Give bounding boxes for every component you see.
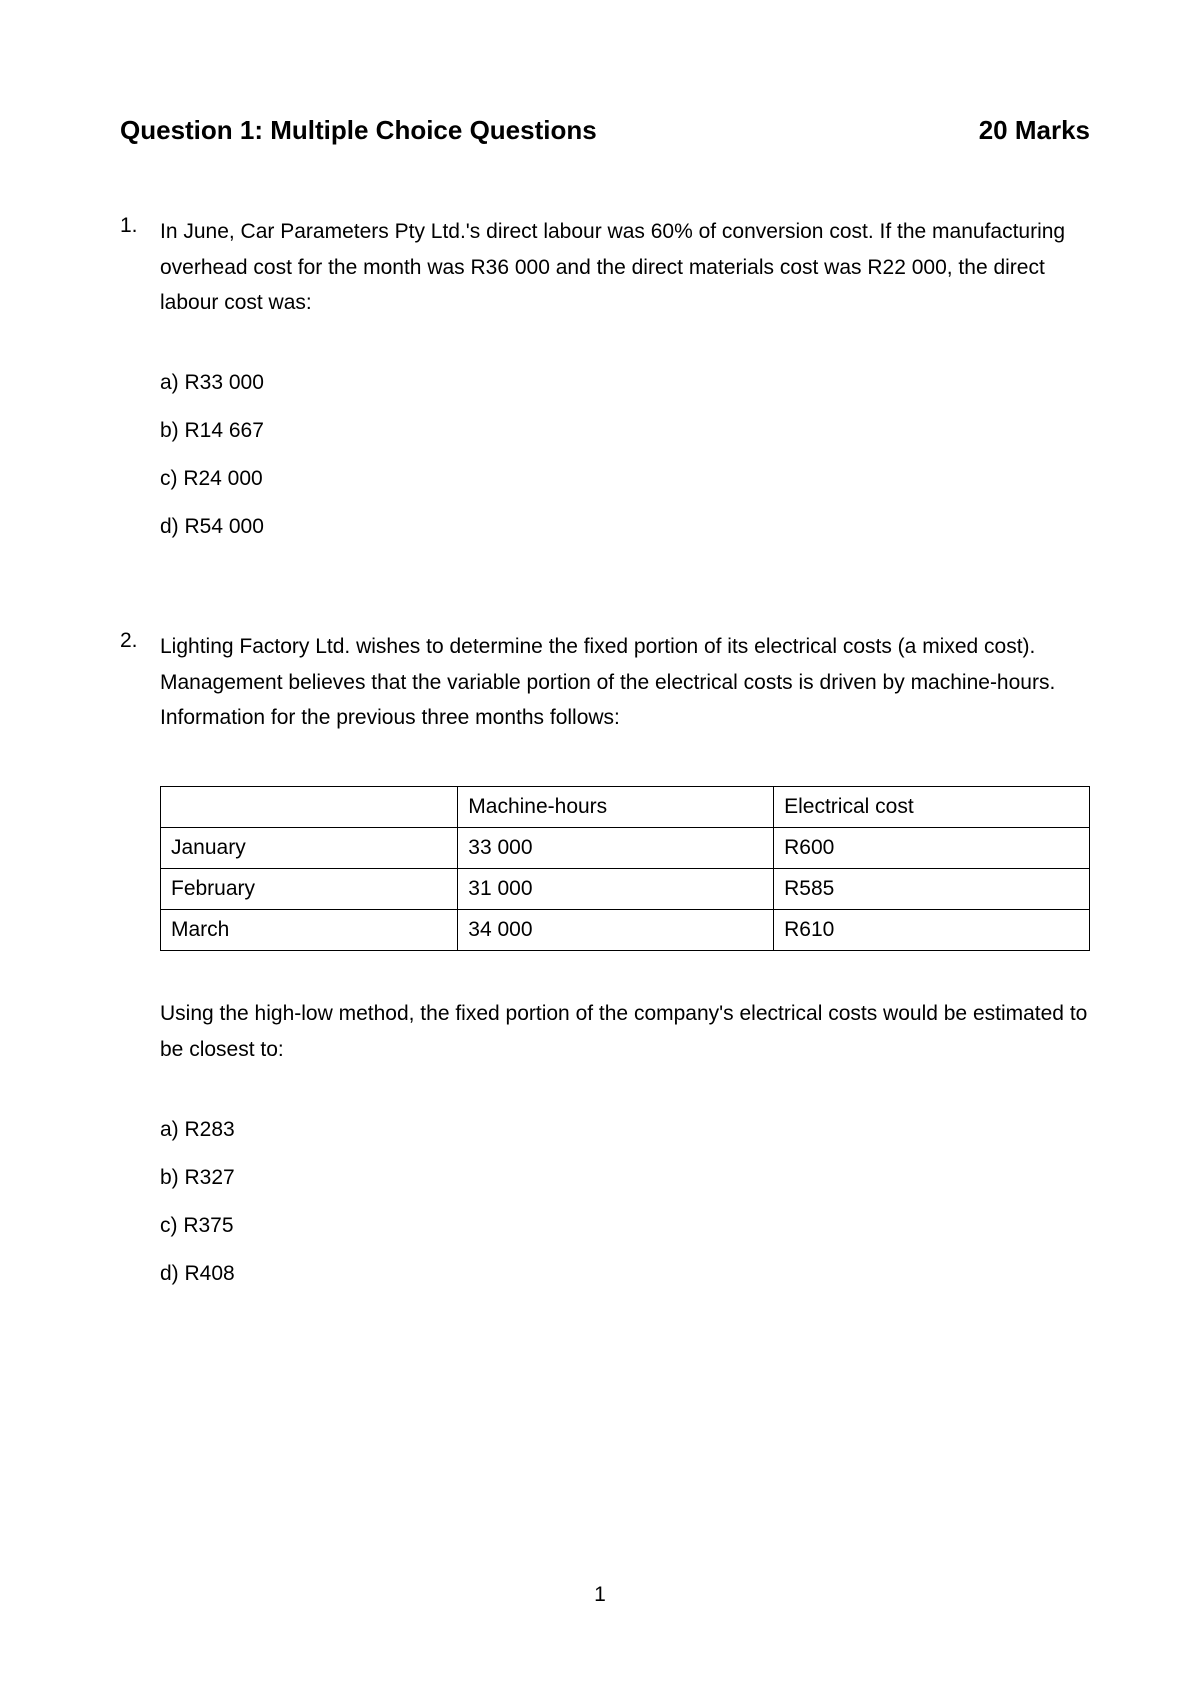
table-cell: R600 <box>774 828 1090 869</box>
option-b: b) R327 <box>160 1166 1090 1190</box>
question-number: 2. <box>120 629 142 1315</box>
option-a: a) R33 000 <box>160 371 1090 395</box>
question-content: In June, Car Parameters Pty Ltd.'s direc… <box>160 214 1090 569</box>
header-row: Question 1: Multiple Choice Questions 20… <box>120 115 1090 146</box>
question-content: Lighting Factory Ltd. wishes to determin… <box>160 629 1090 1315</box>
option-c: c) R375 <box>160 1214 1090 1238</box>
option-d: d) R408 <box>160 1262 1090 1286</box>
table-row: January 33 000 R600 <box>161 828 1090 869</box>
options-list: a) R283 b) R327 c) R375 d) R408 <box>160 1118 1090 1286</box>
options-list: a) R33 000 b) R14 667 c) R24 000 d) R54 … <box>160 371 1090 539</box>
table-header-cell: Machine-hours <box>458 787 774 828</box>
option-d: d) R54 000 <box>160 515 1090 539</box>
table-cell: 33 000 <box>458 828 774 869</box>
table-row: March 34 000 R610 <box>161 910 1090 951</box>
table-cell: R585 <box>774 869 1090 910</box>
table-row: February 31 000 R585 <box>161 869 1090 910</box>
table-header-row: Machine-hours Electrical cost <box>161 787 1090 828</box>
question-1: 1. In June, Car Parameters Pty Ltd.'s di… <box>120 214 1090 569</box>
page-title: Question 1: Multiple Choice Questions <box>120 115 597 146</box>
question-text: In June, Car Parameters Pty Ltd.'s direc… <box>160 214 1090 321</box>
table-cell: February <box>161 869 458 910</box>
page-content: Question 1: Multiple Choice Questions 20… <box>0 0 1200 1316</box>
table-cell: 34 000 <box>458 910 774 951</box>
question-body: 2. Lighting Factory Ltd. wishes to deter… <box>120 629 1090 1315</box>
table-cell: 31 000 <box>458 869 774 910</box>
follow-up-text: Using the high-low method, the fixed por… <box>160 996 1090 1067</box>
data-table: Machine-hours Electrical cost January 33… <box>160 786 1090 951</box>
table-header-cell <box>161 787 458 828</box>
marks-label: 20 Marks <box>979 115 1090 146</box>
option-a: a) R283 <box>160 1118 1090 1142</box>
question-number: 1. <box>120 214 142 569</box>
question-2: 2. Lighting Factory Ltd. wishes to deter… <box>120 629 1090 1315</box>
table-cell: R610 <box>774 910 1090 951</box>
question-text: Lighting Factory Ltd. wishes to determin… <box>160 629 1090 736</box>
table-cell: March <box>161 910 458 951</box>
question-body: 1. In June, Car Parameters Pty Ltd.'s di… <box>120 214 1090 569</box>
table-header-cell: Electrical cost <box>774 787 1090 828</box>
page-number: 1 <box>0 1583 1200 1607</box>
option-c: c) R24 000 <box>160 467 1090 491</box>
option-b: b) R14 667 <box>160 419 1090 443</box>
table-cell: January <box>161 828 458 869</box>
